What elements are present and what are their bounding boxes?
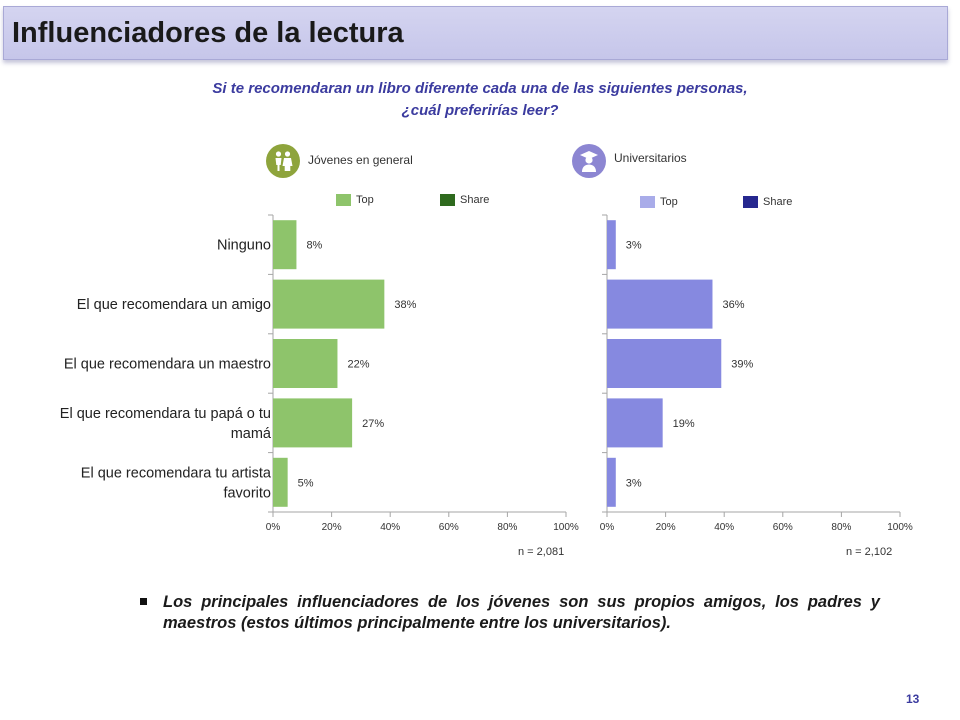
x-tick-label: 20%	[322, 522, 342, 533]
legend-label: Top	[356, 194, 374, 206]
category-label: El que recomendara un amigo	[77, 297, 271, 313]
x-tick-label: 20%	[656, 522, 676, 533]
category-label: favorito	[223, 485, 271, 501]
bar	[607, 457, 616, 507]
x-tick-label: 80%	[831, 522, 851, 533]
legend-label: Top	[660, 196, 678, 208]
legend-swatch	[743, 196, 758, 208]
bar	[607, 398, 663, 448]
group-label-jovenes: Jóvenes en general	[308, 153, 413, 167]
x-tick-label: 60%	[439, 522, 459, 533]
data-label: 27%	[362, 418, 384, 430]
x-tick-label: 100%	[553, 522, 579, 533]
legend-jovenes-top: Top	[336, 194, 374, 206]
legend-label: Share	[460, 194, 490, 206]
bar	[273, 279, 385, 329]
bar	[273, 398, 353, 448]
legend-swatch	[336, 194, 351, 206]
bar	[273, 220, 297, 270]
question-line-2: ¿cuál preferirías leer?	[401, 102, 559, 119]
sample-size-jovenes: n = 2,081	[518, 546, 565, 558]
bar	[273, 339, 338, 388]
category-label: El que recomendara un maestro	[64, 357, 271, 373]
page-title: Influenciadores de la lectura	[12, 17, 404, 49]
category-label: El que recomendara tu papá o tu	[60, 406, 271, 422]
data-label: 19%	[673, 418, 695, 430]
bar	[607, 279, 713, 329]
legend-swatch	[440, 194, 455, 206]
page-number: 13	[906, 692, 920, 706]
data-label: 5%	[298, 477, 314, 489]
x-tick-label: 100%	[887, 522, 913, 533]
legend-swatch	[640, 196, 655, 208]
category-label: Ninguno	[217, 238, 271, 254]
data-label: 38%	[394, 299, 416, 311]
graduate-icon	[572, 144, 606, 178]
legend-jovenes-share: Share	[440, 194, 489, 206]
bar	[607, 339, 722, 388]
x-tick-label: 0%	[600, 522, 615, 533]
group-label-universitarios: Universitarios	[614, 151, 687, 165]
people-icon	[266, 144, 300, 178]
survey-question: Si te recomendaran un libro diferente ca…	[150, 78, 810, 122]
question-line-1: Si te recomendaran un libro diferente ca…	[212, 80, 748, 97]
category-label: mamá	[231, 426, 272, 442]
data-label: 39%	[731, 359, 753, 371]
key-finding-text: Los principales influenciadores de los j…	[163, 593, 880, 632]
x-tick-label: 40%	[714, 522, 734, 533]
x-tick-label: 40%	[380, 522, 400, 533]
data-label: 22%	[347, 359, 369, 371]
data-label: 3%	[626, 240, 642, 252]
x-tick-label: 80%	[497, 522, 517, 533]
data-label: 3%	[626, 477, 642, 489]
x-tick-label: 60%	[773, 522, 793, 533]
sample-size-universitarios: n = 2,102	[846, 546, 893, 558]
legend-label: Share	[763, 196, 793, 208]
legend-universitarios-share: Share	[743, 196, 792, 208]
bar	[607, 220, 616, 270]
data-label: 8%	[306, 240, 322, 252]
bar-charts: 0% 20% 40% 60% 80% 100% 8% 38% 22% 27% 5% Ninguno El…	[60, 214, 913, 533]
x-tick-label: 0%	[266, 522, 281, 533]
data-label: 36%	[722, 299, 744, 311]
legend-universitarios-top: Top	[640, 196, 678, 208]
category-label: El que recomendara tu artista	[81, 465, 272, 481]
bullet-square-icon	[140, 598, 147, 605]
title-bar: Influenciadores de la lectura	[3, 6, 948, 60]
bar	[273, 457, 288, 507]
